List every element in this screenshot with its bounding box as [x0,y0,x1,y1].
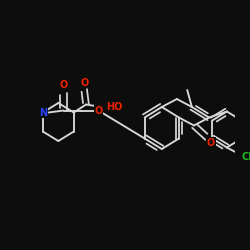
Text: O: O [207,138,215,147]
Text: O: O [60,80,68,90]
Text: HO: HO [106,102,122,112]
Text: O: O [94,106,102,116]
Text: N: N [39,108,47,118]
Text: O: O [80,78,88,88]
Text: O: O [94,106,102,116]
Text: Cl: Cl [241,152,250,162]
